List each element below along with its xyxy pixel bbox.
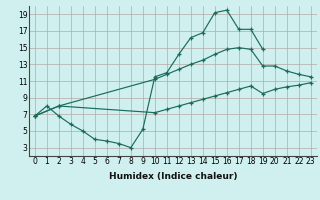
X-axis label: Humidex (Indice chaleur): Humidex (Indice chaleur) — [108, 172, 237, 181]
